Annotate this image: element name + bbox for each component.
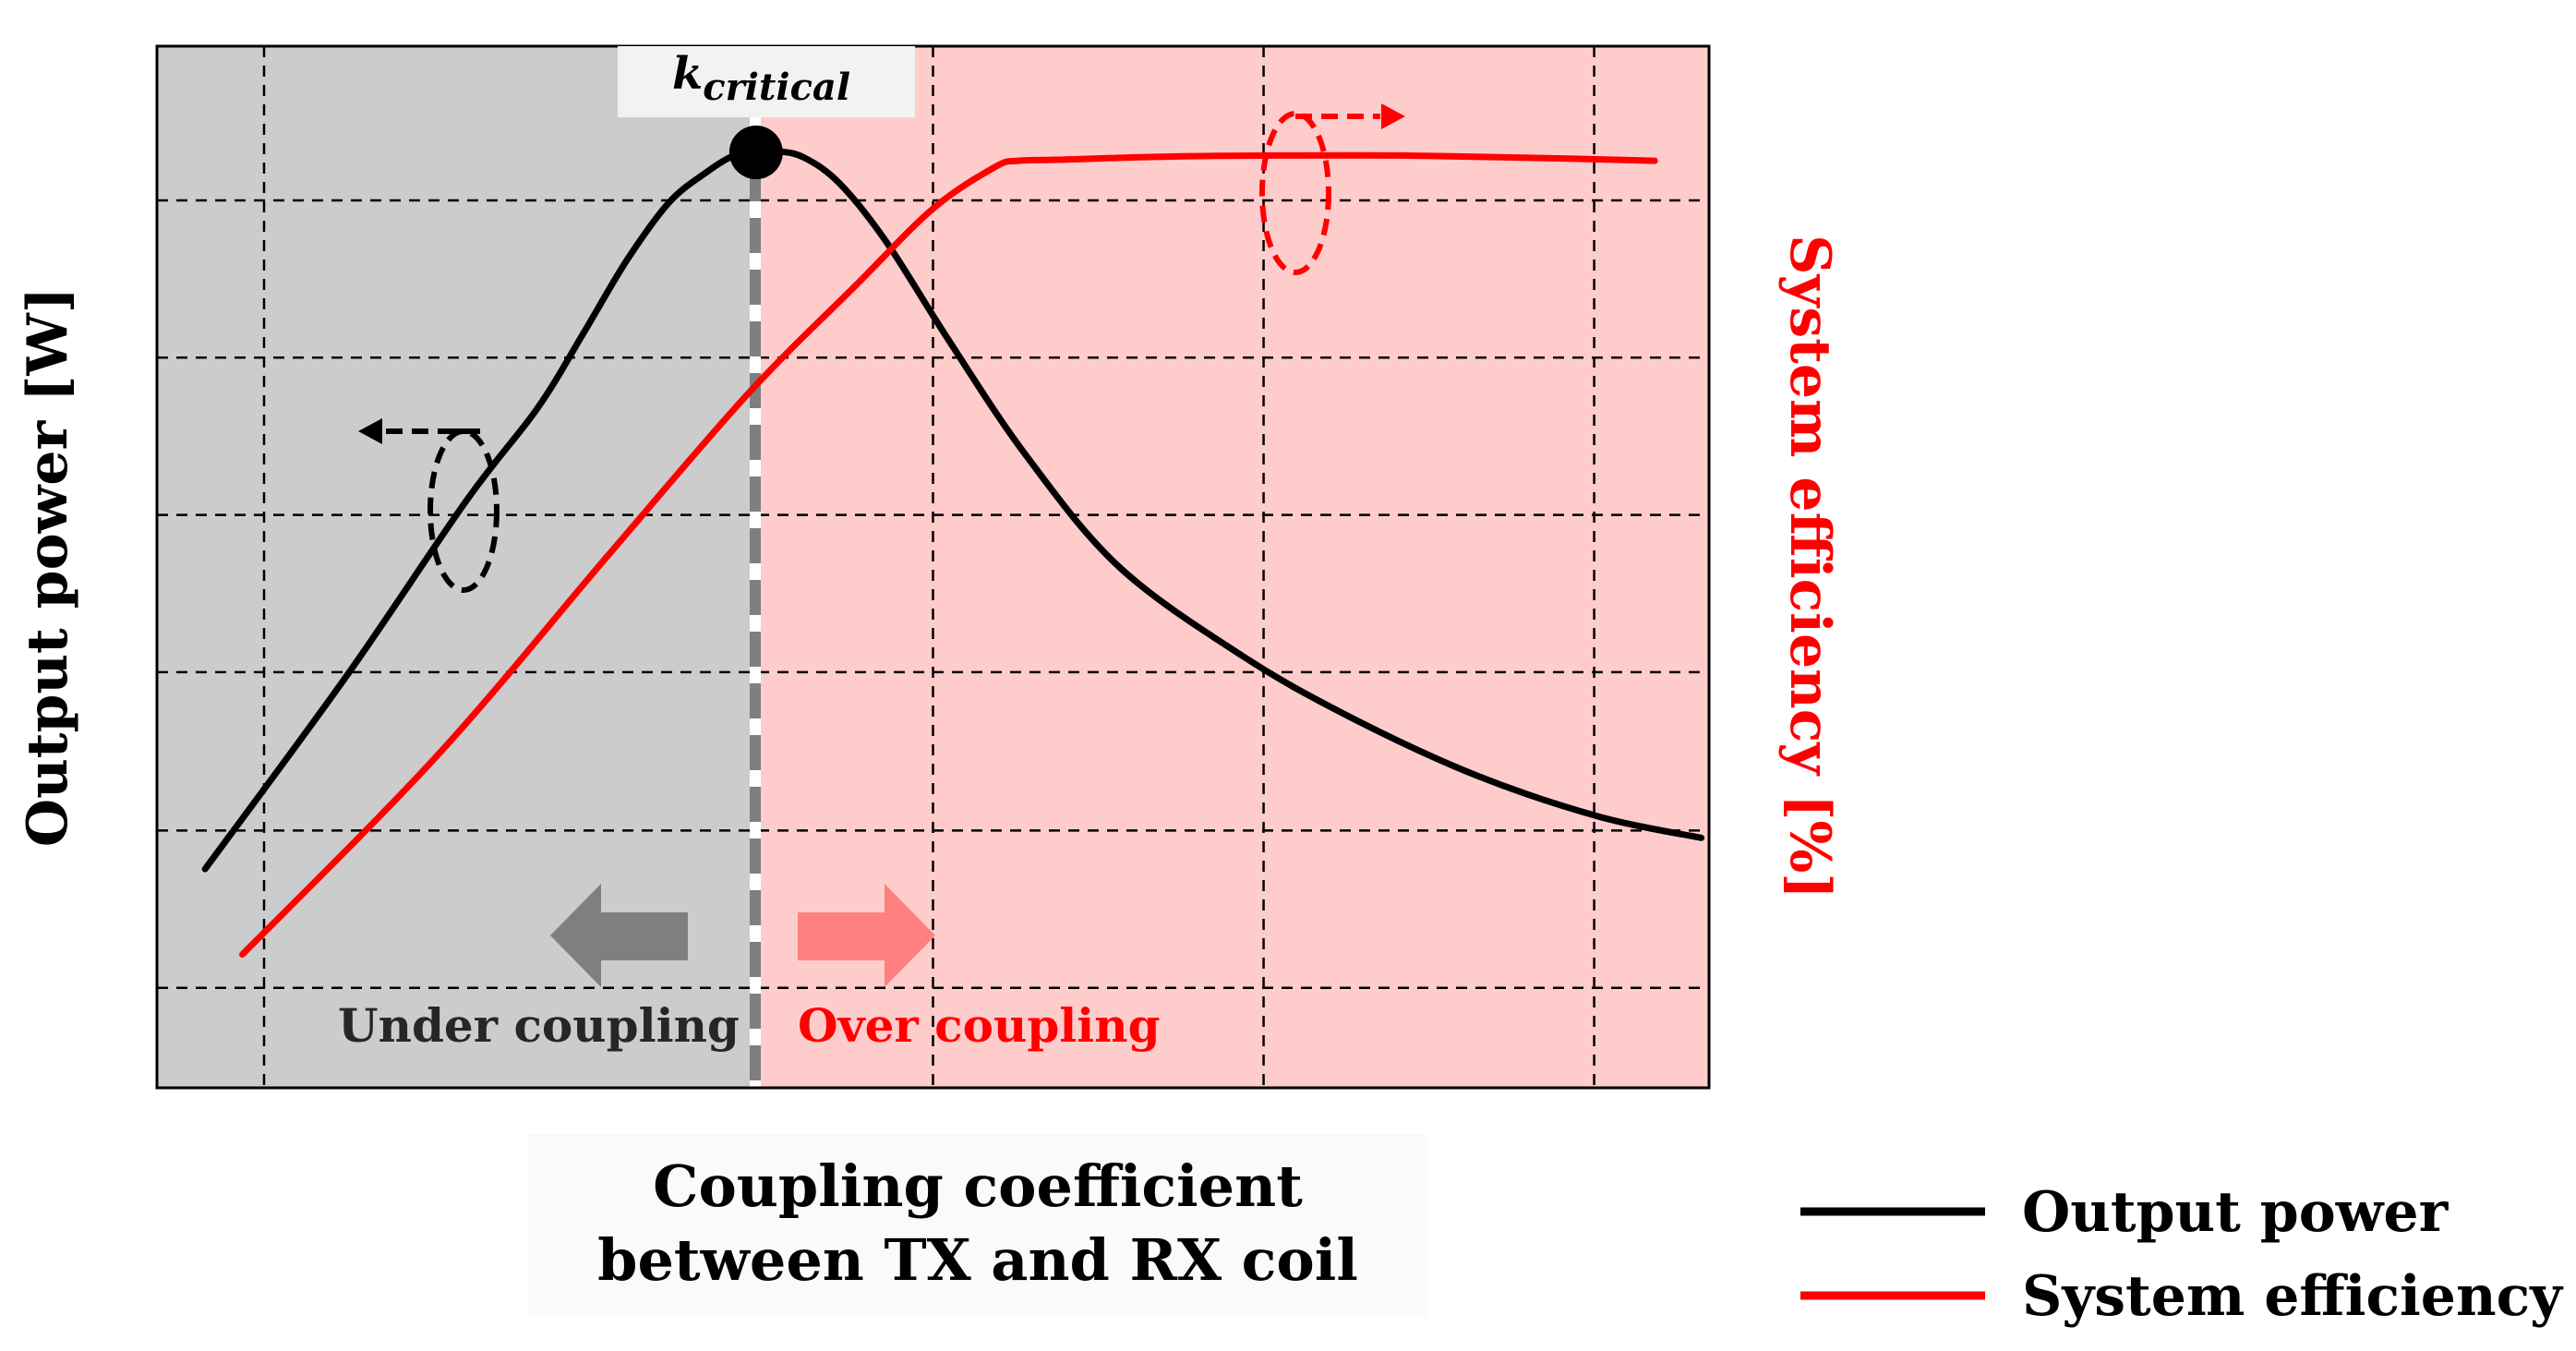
under-coupling-label: Under coupling <box>338 998 740 1053</box>
critical-point-marker <box>728 126 783 180</box>
series-line-system-efficiency <box>239 151 1658 959</box>
region-over-coupling <box>755 46 1709 1088</box>
power-axis-arrowhead <box>358 418 382 444</box>
power-axis-indicator <box>377 428 500 593</box>
legend-label-output-power: Output power <box>2022 1180 2450 1245</box>
y-axis-title: Output power [W] <box>16 287 80 847</box>
x-axis-title-box <box>528 1134 1427 1317</box>
plot-frame <box>155 44 1711 1090</box>
series-layer <box>201 148 1705 959</box>
legend: Output power System efficiency <box>1800 1180 2564 1329</box>
series-line-output-power <box>201 148 1705 873</box>
x-axis-title-line1: Coupling coefficient <box>653 1152 1303 1220</box>
grid <box>157 46 1709 1088</box>
under-coupling-arrow <box>550 884 688 987</box>
critical-label-sub: critical <box>703 66 850 109</box>
over-coupling-arrow <box>798 884 935 987</box>
critical-label-main: k <box>672 48 703 100</box>
legend-label-system-efficiency: System efficiency <box>2022 1264 2564 1329</box>
over-coupling-label: Over coupling <box>798 998 1161 1053</box>
critical-label: kcritical <box>672 48 850 109</box>
efficiency-axis-arrowhead <box>1381 103 1405 129</box>
x-axis-title-line2: between TX and RX coil <box>597 1226 1358 1294</box>
critical-label-box <box>618 46 915 117</box>
efficiency-axis-indicator <box>1259 111 1380 275</box>
y2-axis-title: System efficiency [%] <box>1777 235 1842 899</box>
